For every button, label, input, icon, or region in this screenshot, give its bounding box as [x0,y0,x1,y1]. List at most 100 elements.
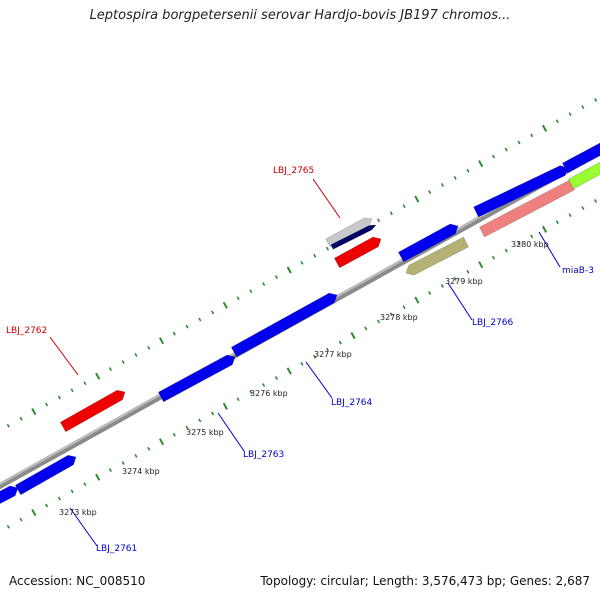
tick-mark [338,340,342,345]
outer-tick-row [6,98,598,428]
tick-mark [211,310,215,315]
gene-olive-feature[interactable] [405,236,469,276]
tick-mark [45,402,49,407]
kbp-label: 3280 kbp [511,240,549,249]
tick-mark [19,517,23,522]
tick-mark [249,390,253,395]
gene-mia-b-3[interactable] [479,179,575,238]
leader-lbj-2765 [312,178,341,219]
tick-mark [19,416,23,421]
inner-tick-row [6,199,598,529]
tick-mark [440,284,444,288]
gene-label-lbj-2766[interactable]: LBJ_2766 [472,318,514,328]
tick-mark [262,383,266,388]
tick-mark [70,388,74,393]
tick-mark [350,331,356,340]
tick-mark [57,496,61,501]
tick-mark [414,195,420,203]
map-title: Leptospira borgpetersenii serovar Hardjo… [89,8,511,23]
tick-mark [158,438,165,446]
tick-mark [134,454,138,458]
tick-mark [236,397,240,402]
gene-lbj-2766[interactable] [397,223,459,263]
leader-lbj-2764 [305,361,333,399]
tick-mark [147,446,151,451]
tick-mark [541,225,548,233]
tick-mark [594,199,598,203]
tick-mark [31,408,37,416]
tick-mark [286,266,292,274]
gene-lbj-2765-navy[interactable] [330,224,377,250]
tick-mark [402,305,406,310]
gene-lbj-2764[interactable] [230,292,338,358]
tick-mark [83,482,87,487]
tick-mark [389,312,393,317]
tick-mark [313,354,317,359]
tick-mark [325,347,330,352]
tick-mark [491,154,496,159]
kbp-label: 3277 kbp [314,350,352,359]
tick-mark [414,296,420,304]
gene-label-lbj-2763[interactable]: LBJ_2763 [243,450,284,460]
tick-mark [274,275,278,279]
gene-label-lbj-2765[interactable]: LBJ_2765 [273,166,314,176]
tick-mark [172,432,176,437]
gene-name-labels: LBJ_2765 LBJ_2762 LBJ_2766 miaB-3 LBJ_27… [6,166,594,554]
gene-label-lbj-2764[interactable]: LBJ_2764 [331,398,373,408]
tick-mark [147,345,151,350]
tick-mark [6,423,10,428]
tick-mark [300,260,304,265]
tick-mark [504,248,508,253]
tick-mark [286,367,292,375]
tick-mark [45,503,49,508]
kbp-label: 3278 kbp [380,313,418,322]
tick-mark [313,253,317,258]
gene-lbj-2763[interactable] [157,354,236,403]
kbp-label: 3273 kbp [59,508,97,517]
tick-mark [428,190,432,194]
tick-mark [249,289,253,294]
label-leader-lines [49,178,561,547]
tick-mark [158,337,165,345]
gene-label-lbj-2762[interactable]: LBJ_2762 [6,326,47,336]
tick-mark [453,276,457,281]
tick-mark [581,105,585,109]
tick-mark [262,282,266,287]
leader-lbj-2766 [447,282,473,321]
tick-mark [530,234,534,239]
gene-label-lbj-2761[interactable]: LBJ_2761 [96,544,137,554]
tick-mark [95,473,101,481]
tick-mark [389,211,393,216]
tick-mark [211,411,215,416]
tick-mark [478,261,484,269]
tick-mark [440,183,444,187]
gene-upper-right[interactable] [473,165,569,218]
tick-mark [134,353,138,357]
gene-lbj-2765-red[interactable] [333,236,382,269]
gene-lime-right[interactable] [567,158,600,190]
tick-mark [236,296,240,301]
gene-lbj-2762[interactable] [59,389,126,433]
tick-mark [555,119,559,124]
tick-mark [377,319,381,324]
gene-label-mia-b-3[interactable]: miaB-3 [562,266,594,276]
gene-left-edge[interactable] [0,485,19,505]
accession-text: Accession: NC_008510 [9,574,146,588]
tick-mark [466,269,470,274]
tick-mark [83,381,87,386]
gene-lbj-2761[interactable] [14,454,77,496]
leader-mia-b-3 [538,231,561,268]
tick-mark [428,291,432,295]
kbp-label: 3276 kbp [250,389,288,398]
tick-mark [57,395,61,400]
tick-mark [70,489,74,494]
tick-mark [568,112,572,117]
tick-mark [325,246,330,251]
tick-mark [594,98,598,102]
gene-lbj-2765-gray[interactable] [325,217,373,248]
kbp-ruler-labels: 3273 kbp 3274 kbp 3275 kbp 3276 kbp 3277… [59,240,549,517]
tick-mark [185,324,189,329]
tick-mark [108,468,112,473]
